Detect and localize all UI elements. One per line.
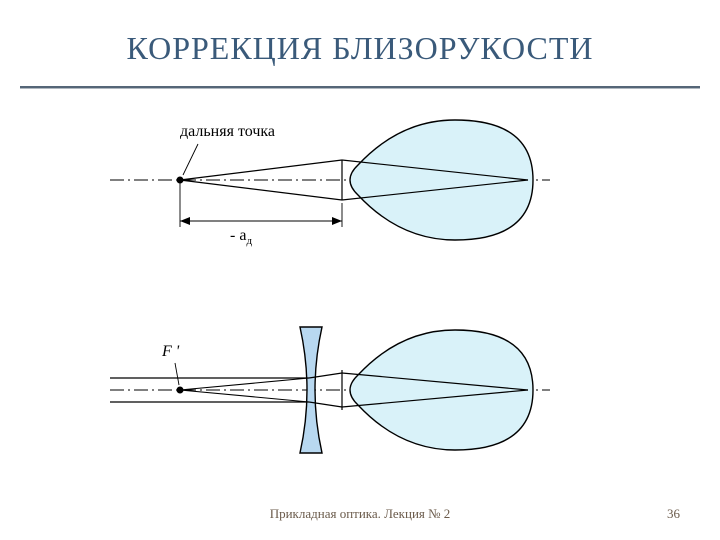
ray-top-1a [180, 160, 342, 180]
ray-bot-ext1 [180, 378, 309, 390]
eye-top [350, 120, 533, 240]
ray-bot-ext2 [180, 390, 309, 402]
distance-sub: д [246, 235, 252, 247]
title-underline [20, 86, 700, 89]
ray-top-2a [180, 180, 342, 200]
far-point-label: дальняя точка [180, 123, 275, 141]
focus-label: F ' [162, 343, 179, 361]
distance-text: - a [230, 227, 246, 244]
distance-label: - aд [230, 227, 252, 247]
slide: КОРРЕКЦИЯ БЛИЗОРУКОСТИ [0, 0, 720, 540]
page-number: 36 [667, 506, 680, 522]
dim-arrow-r [332, 217, 342, 225]
footer-text: Прикладная оптика. Лекция № 2 [0, 506, 720, 522]
eye-bottom [350, 330, 533, 450]
slide-title: КОРРЕКЦИЯ БЛИЗОРУКОСТИ [0, 30, 720, 67]
optics-diagram [110, 115, 550, 465]
far-point-leader [183, 144, 198, 175]
diagram-area: дальняя точка - aд F ' [110, 115, 550, 465]
dim-arrow-l [180, 217, 190, 225]
focus-leader [175, 363, 179, 385]
